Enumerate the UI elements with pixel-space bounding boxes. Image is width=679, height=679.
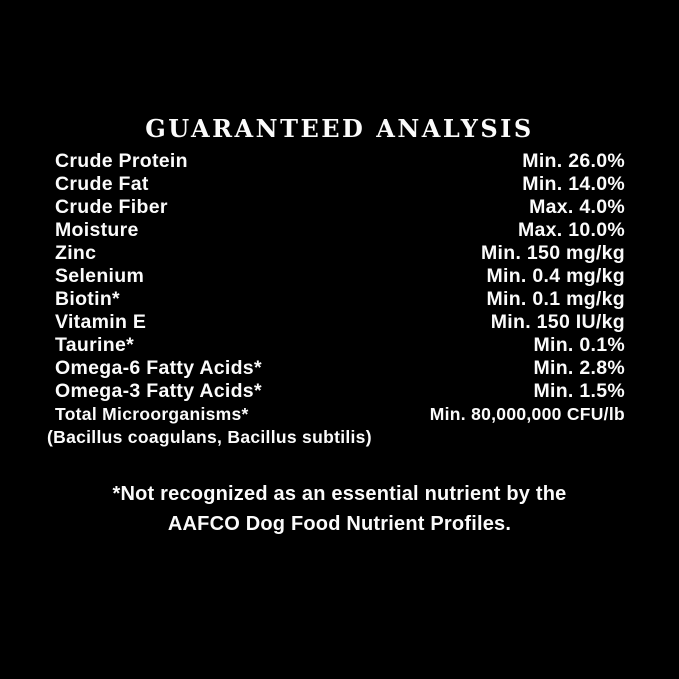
nutrient-label: Total Microorganisms* [55, 404, 249, 424]
footnote-line-1: *Not recognized as an essential nutrient… [112, 483, 567, 505]
table-row: Omega-3 Fatty Acids* Min. 1.5% [55, 380, 625, 403]
nutrient-value: Min. 0.1% [533, 334, 625, 356]
nutrient-label: Taurine* [55, 334, 134, 356]
table-row: Crude Protein Min. 26.0% [55, 150, 625, 173]
nutrient-label: Omega-3 Fatty Acids* [55, 380, 262, 402]
nutrient-label: Selenium [55, 265, 145, 287]
table-row: Taurine* Min. 0.1% [55, 334, 625, 357]
nutrient-label: Vitamin E [55, 311, 147, 333]
nutrient-value: Max. 10.0% [517, 219, 625, 241]
nutrient-label: Moisture [55, 219, 139, 241]
table-row: Omega-6 Fatty Acids* Min. 2.8% [55, 357, 625, 380]
nutrient-value: Min. 14.0% [522, 173, 625, 195]
bacillus-species-note: (Bacillus coagulans, Bacillus subtilis) [47, 427, 372, 447]
footnote-line-2: AAFCO Dog Food Nutrient Profiles. [167, 513, 512, 535]
nutrient-value: Min. 80,000,000 CFU/lb [429, 404, 625, 424]
nutrient-value: Min. 150 mg/kg [481, 242, 625, 264]
nutrient-label: Crude Fat [55, 173, 149, 195]
nutrient-value: Min. 26.0% [522, 150, 625, 172]
panel-title: GUARANTEED ANALYSIS [145, 114, 534, 143]
table-row: Vitamin E Min. 150 IU/kg [55, 311, 625, 334]
nutrient-value: Min. 1.5% [533, 380, 625, 402]
table-row: Total Microorganisms* Min. 80,000,000 CF… [55, 403, 625, 426]
analysis-table: Crude Protein Min. 26.0% Crude Fat Min. … [0, 150, 679, 449]
nutrient-value: Min. 2.8% [533, 357, 625, 379]
table-row: Biotin* Min. 0.1 mg/kg [55, 288, 625, 311]
nutrient-label: Zinc [55, 242, 97, 264]
nutrient-value: Min. 150 IU/kg [490, 311, 625, 333]
nutrient-value: Max. 4.0% [529, 196, 625, 218]
nutrient-label: Crude Protein [55, 150, 188, 172]
table-row: Selenium Min. 0.4 mg/kg [55, 265, 625, 288]
nutrient-label: Biotin* [55, 288, 120, 310]
table-row: Crude Fiber Max. 4.0% [55, 196, 625, 219]
table-row: Zinc Min. 150 mg/kg [55, 242, 625, 265]
table-row: Crude Fat Min. 14.0% [55, 173, 625, 196]
nutrient-value: Min. 0.4 mg/kg [486, 265, 625, 287]
footnote: *Not recognized as an essential nutrient… [0, 479, 679, 539]
nutrient-value: Min. 0.1 mg/kg [486, 288, 625, 310]
nutrient-label: Crude Fiber [55, 196, 168, 218]
nutrient-label: Omega-6 Fatty Acids* [55, 357, 262, 379]
table-row: Moisture Max. 10.0% [55, 219, 625, 242]
